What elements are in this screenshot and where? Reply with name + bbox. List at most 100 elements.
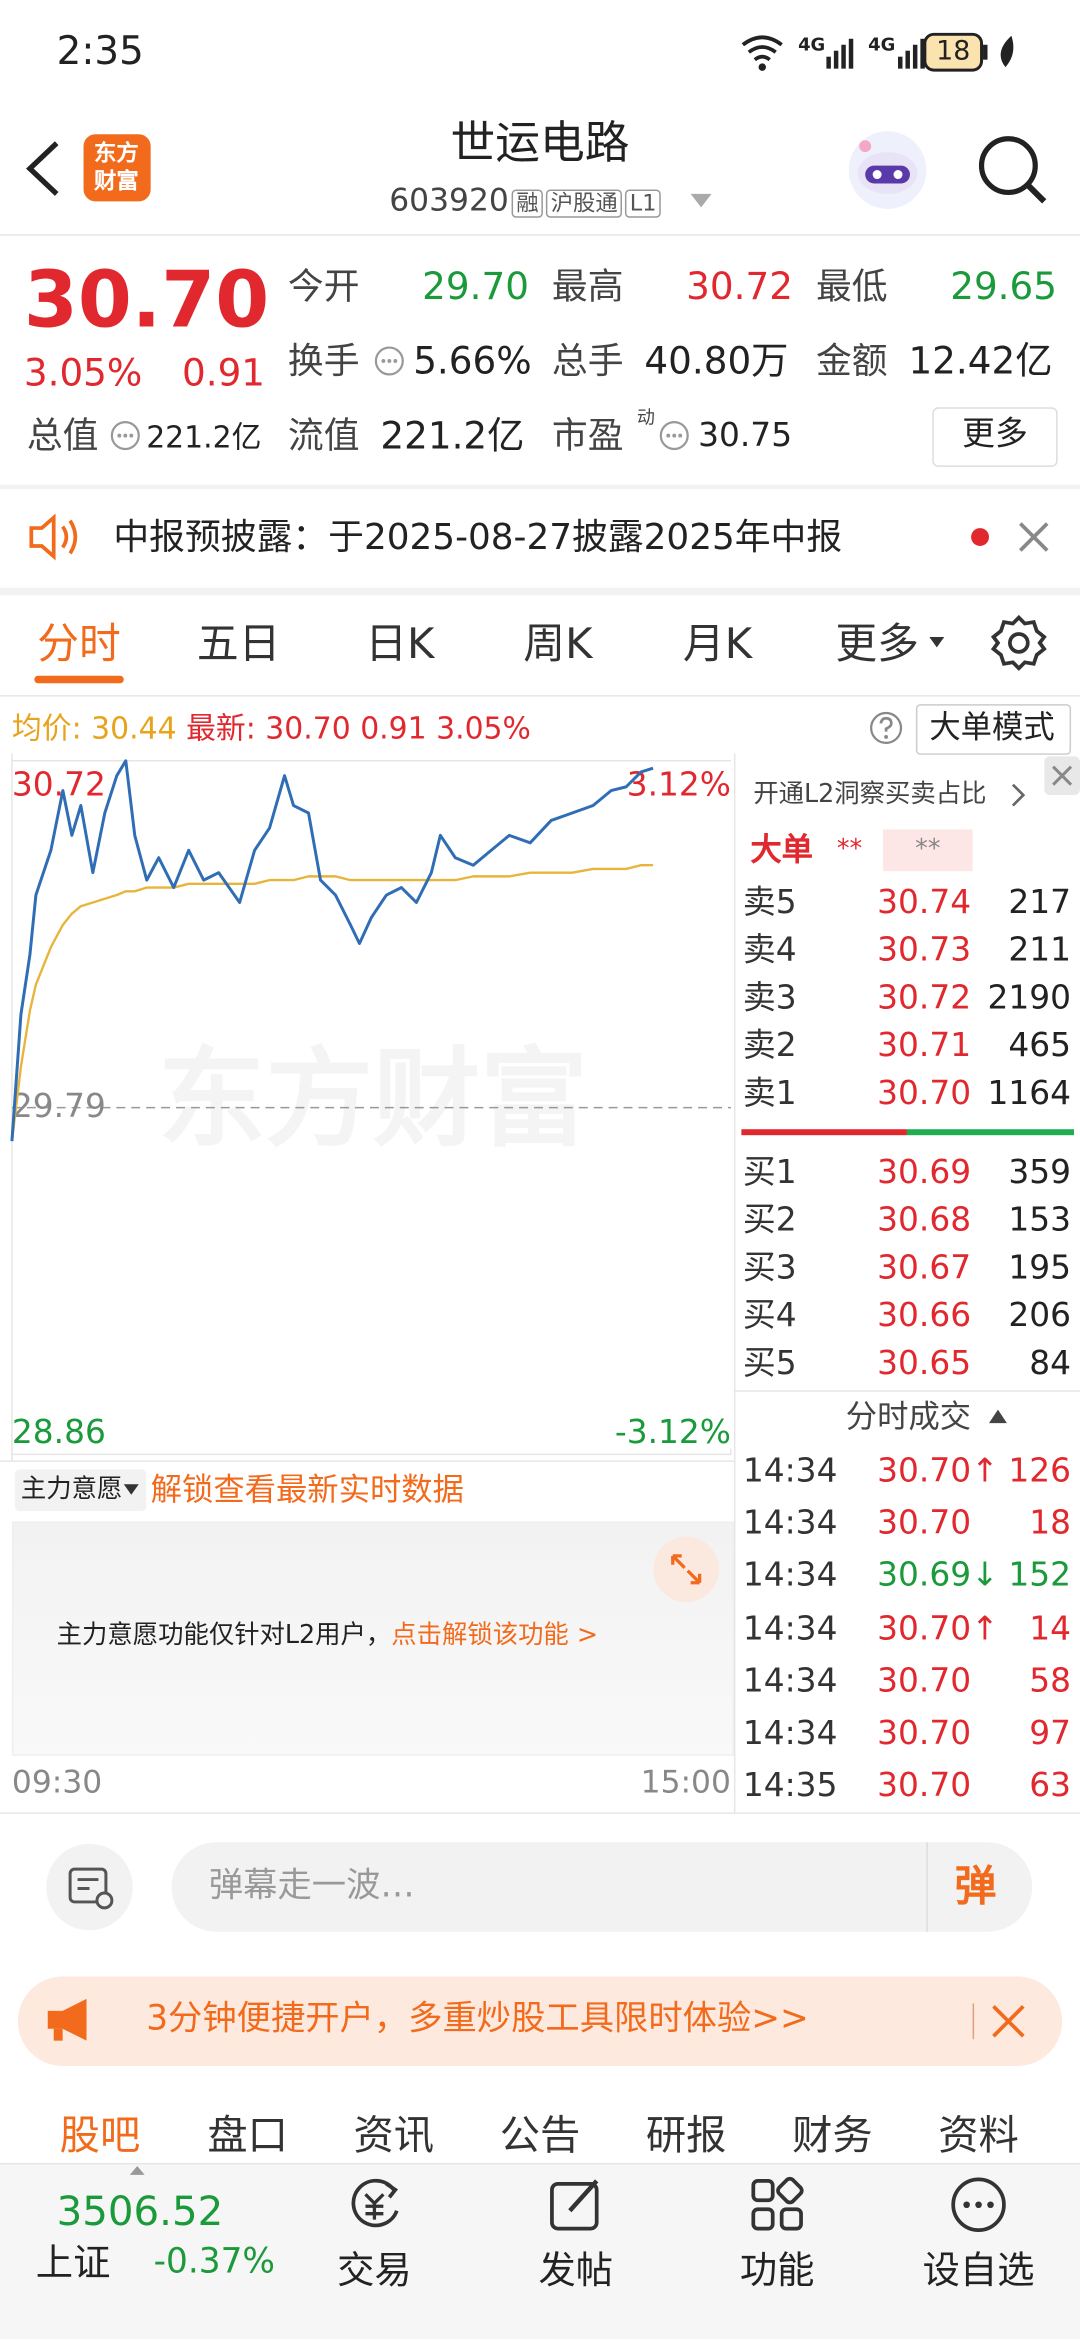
book-label: 卖5 (742, 884, 797, 922)
series-line (10, 863, 654, 1142)
field-value: 29.70 (422, 264, 529, 309)
latest-change: 0.91 (360, 710, 427, 746)
ad-close[interactable] (990, 2003, 1026, 2039)
info-icon[interactable] (658, 419, 691, 452)
index-value[interactable]: 3506.52 (56, 2189, 224, 2236)
tab[interactable]: 周K (523, 619, 593, 669)
nav-item[interactable]: 交易 (337, 2248, 412, 2293)
y-tick-label: 28.86 (12, 1413, 106, 1451)
book-label: 买5 (742, 1345, 797, 1383)
selector-box[interactable] (14, 1469, 147, 1512)
expand-button[interactable] (652, 1535, 721, 1604)
mode-button[interactable] (915, 704, 1072, 755)
help-icon[interactable] (868, 710, 904, 746)
change: 0.91 (181, 351, 266, 395)
network-type: 4G (868, 34, 896, 56)
book-volume: 211 (1008, 932, 1072, 970)
unlock-link[interactable]: 解锁查看最新实时数据 (150, 1471, 464, 1508)
settings-button[interactable] (990, 614, 1047, 672)
series-line (10, 759, 654, 1142)
assistant-avatar[interactable] (844, 128, 931, 212)
field-label: 今开 (287, 265, 360, 308)
book-volume: 195 (1008, 1250, 1072, 1288)
avg-value: 30.44 (91, 710, 177, 746)
trade-price: 30.70 (877, 1662, 972, 1701)
book-label: 卖2 (742, 1027, 797, 1066)
field-label: 总手 (551, 340, 624, 382)
latest-label: 最新: (186, 710, 256, 746)
index-name[interactable]: 上证 (35, 2241, 111, 2285)
index-arrow (129, 2165, 145, 2175)
bottom-tab[interactable]: 财务 (792, 2113, 873, 2160)
notice-text[interactable]: 中报预披露：于2025-08-27披露2025年中报 (113, 516, 843, 558)
bottom-tab[interactable]: 公告 (499, 2113, 581, 2160)
nav-item[interactable]: 设自选 (922, 2248, 1035, 2293)
field-value: 12.42亿 (908, 339, 1053, 383)
x-tick-label: 15:00 (640, 1763, 731, 1800)
nav-item[interactable]: 发帖 (538, 2248, 614, 2293)
watchlist-icon (951, 2177, 1006, 2232)
info-icon[interactable] (373, 345, 406, 378)
tab[interactable]: 月K (682, 619, 753, 669)
masked-value: ** (915, 834, 941, 865)
x-tick-label: 09:30 (11, 1763, 103, 1800)
info-bar: 均价: 30.44 最新: 30.70 0.91 3.05% (12, 713, 531, 743)
bottom-tab[interactable]: 资料 (938, 2113, 1019, 2160)
trade-price: 30.70 (877, 1767, 972, 1806)
trade-time: 14:35 (742, 1767, 838, 1806)
status-icons (741, 32, 1014, 72)
nav-item[interactable]: 功能 (739, 2248, 815, 2293)
l2-promo[interactable]: 开通L2洞察买卖占比 (753, 779, 987, 810)
notice-close[interactable] (1017, 521, 1050, 554)
tab[interactable]: 五日 (196, 619, 281, 669)
divider (0, 587, 1080, 596)
masked-value: ** (836, 834, 863, 865)
dropdown-arrow[interactable] (689, 192, 713, 210)
bottom-tab[interactable]: 研报 (645, 2113, 727, 2160)
battery-level: 18 (936, 35, 971, 68)
divider (735, 1390, 1080, 1392)
function-icon (751, 2176, 804, 2231)
comment-input[interactable] (171, 1842, 1033, 1932)
y2-tick-label: -3.12% (615, 1413, 731, 1451)
bottom-tab[interactable]: 股吧 (59, 2113, 141, 2160)
danmaku-settings[interactable] (45, 1842, 135, 1932)
bottom-tab[interactable]: 资讯 (353, 2113, 435, 2160)
danmaku-button[interactable]: 弹 (954, 1861, 997, 1911)
logo-text: 东方 (93, 139, 139, 167)
field-value: 30.75 (698, 417, 793, 455)
note-link[interactable]: 点击解锁该功能 > (391, 1620, 599, 1651)
megaphone-icon (47, 1998, 87, 2041)
tab[interactable]: 更多 (835, 619, 919, 669)
index-change[interactable]: -0.37% (153, 2242, 276, 2282)
book-volume: 217 (1008, 884, 1072, 922)
more-button[interactable] (932, 407, 1058, 467)
info-icon[interactable] (109, 419, 142, 452)
book-price: 30.67 (877, 1250, 972, 1288)
notice-dot (971, 528, 990, 546)
trade-price: 30.70↑ (877, 1452, 999, 1491)
book-label: 卖3 (742, 980, 797, 1018)
field-label: 流值 (287, 414, 360, 457)
stock-code-line: 603920 融沪股通 L1 (389, 184, 661, 218)
divider (0, 1812, 1080, 1814)
tab[interactable]: 日K (365, 619, 435, 669)
search-button[interactable] (976, 133, 1051, 208)
divider (972, 2003, 975, 2040)
trade-volume: 152 (1008, 1557, 1072, 1596)
chevron (1011, 783, 1026, 807)
ad-banner[interactable] (17, 1976, 1063, 2067)
book-price: 30.68 (877, 1202, 972, 1240)
trade-price: 30.70↑ (877, 1610, 999, 1648)
book-price: 30.73 (877, 932, 972, 970)
bottom-nav (0, 2162, 1080, 2340)
l2-close[interactable] (1044, 756, 1080, 796)
bottom-tab[interactable]: 盘口 (207, 2113, 288, 2160)
book-price: 30.69 (877, 1154, 972, 1192)
field-label: 最高 (551, 265, 624, 308)
tab[interactable]: 分时 (37, 619, 121, 669)
book-price: 30.71 (877, 1027, 972, 1066)
back-button[interactable] (21, 139, 66, 199)
dropdown-arrow (929, 636, 945, 648)
